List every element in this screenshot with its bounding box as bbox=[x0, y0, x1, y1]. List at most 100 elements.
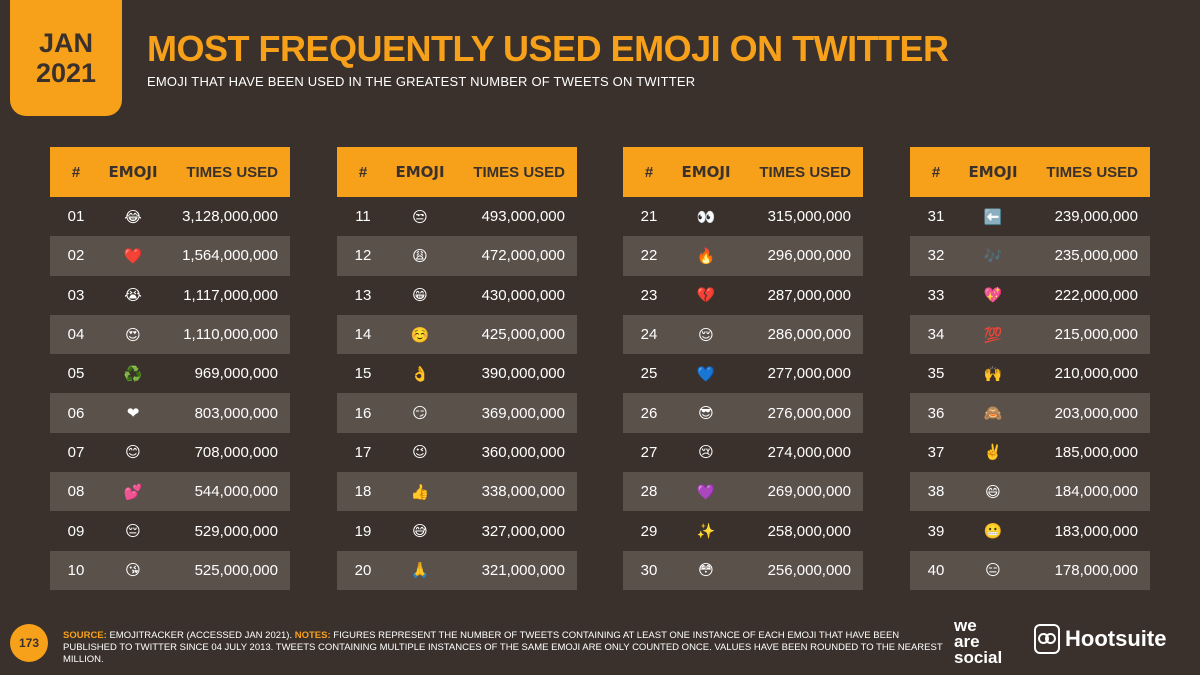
page-title: MOST FREQUENTLY USED EMOJI ON TWITTER bbox=[147, 28, 949, 69]
emoji: ❤ bbox=[126, 404, 140, 423]
rank: 13 bbox=[354, 286, 372, 304]
rank: 32 bbox=[927, 247, 945, 265]
emoji: 😉 bbox=[412, 443, 428, 462]
emoji: 😊 bbox=[125, 443, 141, 462]
table-row: 22 🔥 296,000,000 bbox=[623, 236, 863, 276]
table-row: 12 😩 472,000,000 bbox=[337, 236, 577, 276]
rank: 40 bbox=[927, 561, 945, 579]
header-times-used: TIMES USED bbox=[1046, 163, 1138, 181]
table-row: 31 ⬅️ 239,000,000 bbox=[910, 197, 1150, 236]
rank: 31 bbox=[927, 208, 945, 226]
emoji: 💔 bbox=[696, 286, 716, 305]
rank: 38 bbox=[927, 483, 945, 501]
table-row: 05 ♻️ 969,000,000 bbox=[50, 354, 290, 393]
table-row: 06 ❤ 803,000,000 bbox=[50, 393, 290, 433]
table-row: 21 👀 315,000,000 bbox=[623, 197, 863, 236]
header-emoji: EMOJI bbox=[108, 163, 158, 181]
rank: 25 bbox=[640, 365, 658, 383]
rank: 34 bbox=[927, 326, 945, 344]
table-row: 16 😏 369,000,000 bbox=[337, 393, 577, 433]
emoji: 😄 bbox=[985, 482, 1001, 501]
emoji: 💯 bbox=[983, 325, 1003, 344]
rank: 06 bbox=[67, 404, 85, 422]
rank: 05 bbox=[67, 365, 85, 383]
times-used: 315,000,000 bbox=[767, 208, 851, 226]
emoji: ✨ bbox=[696, 522, 716, 541]
table-row: 29 ✨ 258,000,000 bbox=[623, 511, 863, 550]
table-header: # EMOJI TIMES USED bbox=[50, 147, 290, 197]
notes-label: NOTES: bbox=[294, 630, 331, 641]
table-row: 09 😔 529,000,000 bbox=[50, 511, 290, 550]
rank: 30 bbox=[640, 561, 658, 579]
emoji: 😭 bbox=[124, 286, 142, 305]
emoji: 🔥 bbox=[696, 246, 716, 265]
times-used: 969,000,000 bbox=[194, 365, 278, 383]
rank: 08 bbox=[67, 483, 85, 501]
table-row: 23 💔 287,000,000 bbox=[623, 276, 863, 315]
table-row: 15 👌 390,000,000 bbox=[337, 354, 577, 393]
header-times-used: TIMES USED bbox=[473, 163, 565, 181]
times-used: 178,000,000 bbox=[1054, 561, 1138, 579]
rank: 17 bbox=[354, 443, 372, 461]
times-used: 277,000,000 bbox=[767, 365, 851, 383]
emoji: 🙈 bbox=[983, 404, 1003, 423]
table-row: 08 💕 544,000,000 bbox=[50, 472, 290, 512]
emoji: ❤️ bbox=[123, 246, 143, 265]
times-used: 235,000,000 bbox=[1054, 247, 1138, 265]
times-used: 369,000,000 bbox=[481, 404, 565, 422]
times-used: 184,000,000 bbox=[1054, 483, 1138, 501]
table-header: # EMOJI TIMES USED bbox=[910, 147, 1150, 197]
emoji-table: # EMOJI TIMES USED 01 😂 3,128,000,000 02 ❤️ 1,56… bbox=[50, 147, 290, 590]
emoji: 😔 bbox=[125, 522, 141, 541]
rank: 04 bbox=[67, 326, 85, 344]
table-row: 24 😌 286,000,000 bbox=[623, 314, 863, 355]
header-times-used: TIMES USED bbox=[186, 163, 278, 181]
table-row: 07 😊 708,000,000 bbox=[50, 433, 290, 472]
times-used: 529,000,000 bbox=[194, 522, 278, 540]
rank: 35 bbox=[927, 365, 945, 383]
badge-year: 2021 bbox=[35, 58, 97, 88]
times-used: 472,000,000 bbox=[481, 247, 565, 265]
table-row: 17 😉 360,000,000 bbox=[337, 433, 577, 472]
table-row: 19 😅 327,000,000 bbox=[337, 511, 577, 550]
header-rank: # bbox=[644, 163, 654, 181]
times-used: 708,000,000 bbox=[194, 443, 278, 461]
emoji: ☺️ bbox=[410, 325, 430, 344]
table-row: 14 ☺️ 425,000,000 bbox=[337, 314, 577, 355]
emoji: ⬅️ bbox=[983, 207, 1003, 226]
rank: 23 bbox=[640, 286, 658, 304]
times-used: 430,000,000 bbox=[481, 286, 565, 304]
rank: 33 bbox=[927, 286, 945, 304]
table-row: 28 💜 269,000,000 bbox=[623, 472, 863, 512]
table-row: 30 😳 256,000,000 bbox=[623, 550, 863, 590]
table-header: # EMOJI TIMES USED bbox=[337, 147, 577, 197]
badge-month: JAN bbox=[38, 28, 93, 58]
emoji: 💜 bbox=[696, 482, 716, 501]
table-row: 18 👍 338,000,000 bbox=[337, 472, 577, 512]
rank: 18 bbox=[354, 483, 372, 501]
times-used: 3,128,000,000 bbox=[182, 208, 278, 226]
times-used: 185,000,000 bbox=[1054, 443, 1138, 461]
table-row: 27 😢 274,000,000 bbox=[623, 433, 863, 472]
rank: 20 bbox=[354, 561, 372, 579]
table-row: 34 💯 215,000,000 bbox=[910, 314, 1150, 355]
emoji: 😂 bbox=[124, 207, 142, 226]
times-used: 1,117,000,000 bbox=[183, 286, 278, 304]
times-used: 327,000,000 bbox=[481, 522, 565, 540]
rank: 27 bbox=[640, 443, 658, 461]
table-row: 36 🙈 203,000,000 bbox=[910, 393, 1150, 433]
emoji: ♻️ bbox=[123, 364, 143, 383]
header-rank: # bbox=[358, 163, 368, 181]
times-used: 276,000,000 bbox=[767, 404, 851, 422]
emoji: 😍 bbox=[125, 325, 141, 344]
rank: 22 bbox=[640, 247, 658, 265]
emoji: 💖 bbox=[983, 286, 1003, 305]
times-used: 203,000,000 bbox=[1054, 404, 1138, 422]
times-used: 269,000,000 bbox=[767, 483, 851, 501]
emoji: 😁 bbox=[412, 286, 428, 305]
rank: 39 bbox=[927, 522, 945, 540]
table-header: # EMOJI TIMES USED bbox=[623, 147, 863, 197]
times-used: 803,000,000 bbox=[194, 404, 278, 422]
emoji: 😏 bbox=[412, 404, 428, 423]
emoji: 😩 bbox=[412, 246, 428, 265]
